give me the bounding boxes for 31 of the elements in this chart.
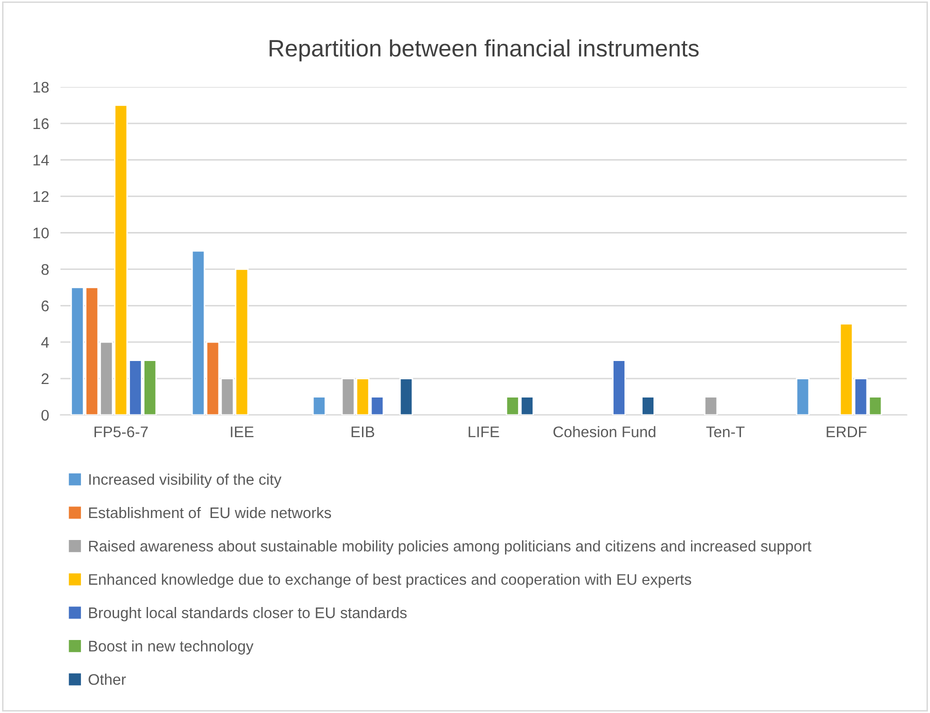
x-tick-label: Ten-T — [706, 426, 745, 438]
x-tick-label: ERDF — [826, 426, 866, 438]
y-tick-label: 6 — [42, 300, 49, 312]
y-tick-label: 10 — [34, 228, 49, 238]
chart-title: Repartition between financial instruments — [270, 39, 699, 62]
bar — [704, 396, 718, 415]
y-tick-label: 2 — [42, 373, 49, 384]
y-tick-label: 14 — [34, 154, 49, 166]
x-tick-label: Cohesion Fund — [553, 426, 656, 438]
bar — [612, 360, 626, 415]
y-tick-label: 8 — [42, 264, 49, 275]
y-tick-label: 12 — [34, 191, 49, 202]
x-tick-label: IEE — [230, 426, 254, 438]
x-tick-label: EIB — [352, 426, 374, 438]
legend-label: Boost in new technology — [89, 640, 254, 655]
bar — [796, 378, 810, 415]
legend-label: Raised awareness about sustainable mobility policies among politicians and citizens and increased support — [89, 540, 812, 555]
legend-label: Increased visibility of the city — [89, 474, 282, 488]
y-tick-label: 0 — [41, 410, 49, 421]
bar — [641, 396, 655, 415]
legend-label: Brought local standards closer to EU standards — [89, 606, 407, 622]
y-tick-label: 18 — [34, 82, 49, 93]
legend-label: Other — [88, 674, 126, 685]
y-tick-label: 4 — [41, 337, 49, 348]
legend-label: Establishment of EU wide networks — [89, 506, 332, 518]
x-tick-label: FP5-6-7 — [94, 426, 148, 438]
legend-label: Enhanced knowledge due to exchange of best practices and cooperation with EU experts — [89, 574, 692, 588]
bar — [312, 396, 326, 415]
bar — [399, 378, 414, 415]
y-tick-label: 16 — [34, 118, 49, 130]
x-tick-label: LIFE — [468, 426, 500, 438]
